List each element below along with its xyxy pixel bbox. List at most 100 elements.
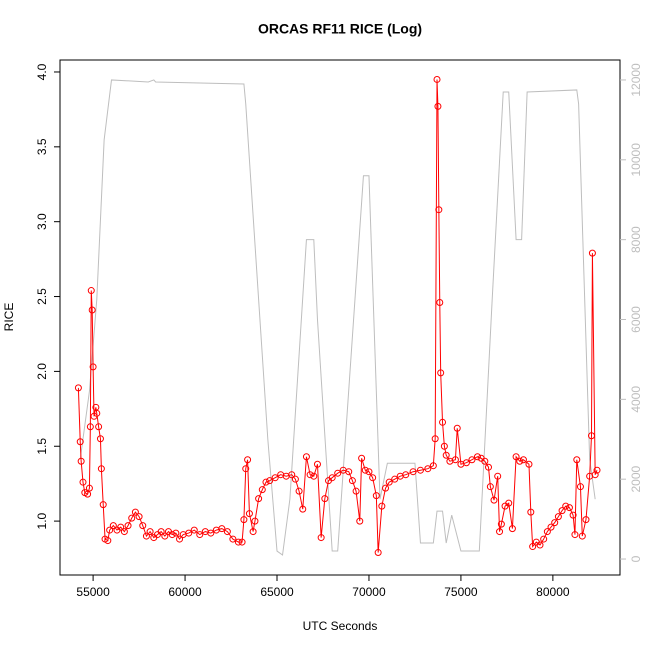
point <box>591 471 599 479</box>
point <box>120 528 128 536</box>
point <box>481 457 489 465</box>
point <box>291 475 299 483</box>
point <box>468 456 476 464</box>
point <box>576 483 584 491</box>
series-line <box>79 79 596 556</box>
x-axis-label: UTC Seconds <box>303 619 378 633</box>
point <box>540 535 548 543</box>
point <box>242 465 250 473</box>
point <box>569 511 577 519</box>
point <box>391 475 399 483</box>
x-tick-label: 65000 <box>260 585 294 599</box>
point <box>229 535 237 543</box>
point <box>497 520 505 528</box>
y2-tick-label: 10000 <box>629 143 643 177</box>
point <box>244 456 252 464</box>
point <box>551 519 559 527</box>
point <box>527 508 535 516</box>
y2-tick-label: 6000 <box>629 306 643 333</box>
point <box>185 529 193 537</box>
plot-frame <box>59 59 621 576</box>
point <box>255 495 263 503</box>
point <box>356 517 364 525</box>
point <box>328 474 336 482</box>
point <box>374 549 382 557</box>
y-tick-label: 1.5 <box>35 438 49 455</box>
point <box>86 423 94 431</box>
point <box>439 418 447 426</box>
point <box>161 532 169 540</box>
point <box>85 484 93 492</box>
point <box>536 541 544 549</box>
point <box>131 508 139 516</box>
point <box>462 459 470 467</box>
y2-tick-label: 2000 <box>629 466 643 493</box>
point <box>512 453 520 461</box>
point <box>525 460 533 468</box>
point <box>135 513 143 521</box>
y2-tick-label: 4000 <box>629 386 643 413</box>
point <box>508 525 516 533</box>
point <box>234 538 242 546</box>
point <box>97 465 105 473</box>
x-tick-label: 80000 <box>536 585 570 599</box>
point <box>588 249 596 257</box>
point <box>409 468 417 476</box>
point <box>593 466 601 474</box>
point <box>543 528 551 536</box>
point <box>348 477 356 485</box>
point <box>453 424 461 432</box>
point <box>378 502 386 510</box>
point <box>486 483 494 491</box>
point <box>93 409 101 417</box>
point <box>435 206 443 214</box>
point <box>74 384 82 392</box>
point <box>565 504 573 512</box>
point <box>385 478 393 486</box>
point <box>490 496 498 504</box>
point <box>172 529 180 537</box>
point <box>519 456 527 464</box>
point <box>258 486 266 494</box>
point <box>288 471 296 479</box>
point <box>434 102 442 110</box>
y-tick-label: 4.0 <box>35 63 49 80</box>
point <box>505 499 513 507</box>
point <box>302 453 310 461</box>
point <box>433 75 441 83</box>
point <box>310 472 318 480</box>
point <box>76 438 84 446</box>
point <box>249 528 257 536</box>
point <box>558 507 566 515</box>
point <box>485 463 493 471</box>
point <box>251 517 259 525</box>
y-tick-label: 3.5 <box>35 138 49 155</box>
point <box>529 543 537 551</box>
y-axis-label: RICE <box>2 303 16 332</box>
point <box>573 456 581 464</box>
point <box>99 501 107 509</box>
point <box>440 442 448 450</box>
point <box>352 487 360 495</box>
y-tick-label: 3.0 <box>35 213 49 230</box>
point <box>578 532 586 540</box>
x-tick-label: 55000 <box>76 585 110 599</box>
point <box>416 466 424 474</box>
point <box>95 423 103 431</box>
point <box>245 510 253 518</box>
point <box>146 528 154 536</box>
point <box>369 474 377 482</box>
point <box>451 456 459 464</box>
point <box>223 528 231 536</box>
point <box>372 492 380 500</box>
point <box>306 471 314 479</box>
y2-tick-label: 8000 <box>629 226 643 253</box>
point <box>571 531 579 539</box>
point <box>437 369 445 377</box>
point <box>88 306 96 314</box>
point <box>402 471 410 479</box>
y-tick-label: 1.0 <box>35 512 49 529</box>
point <box>473 453 481 461</box>
